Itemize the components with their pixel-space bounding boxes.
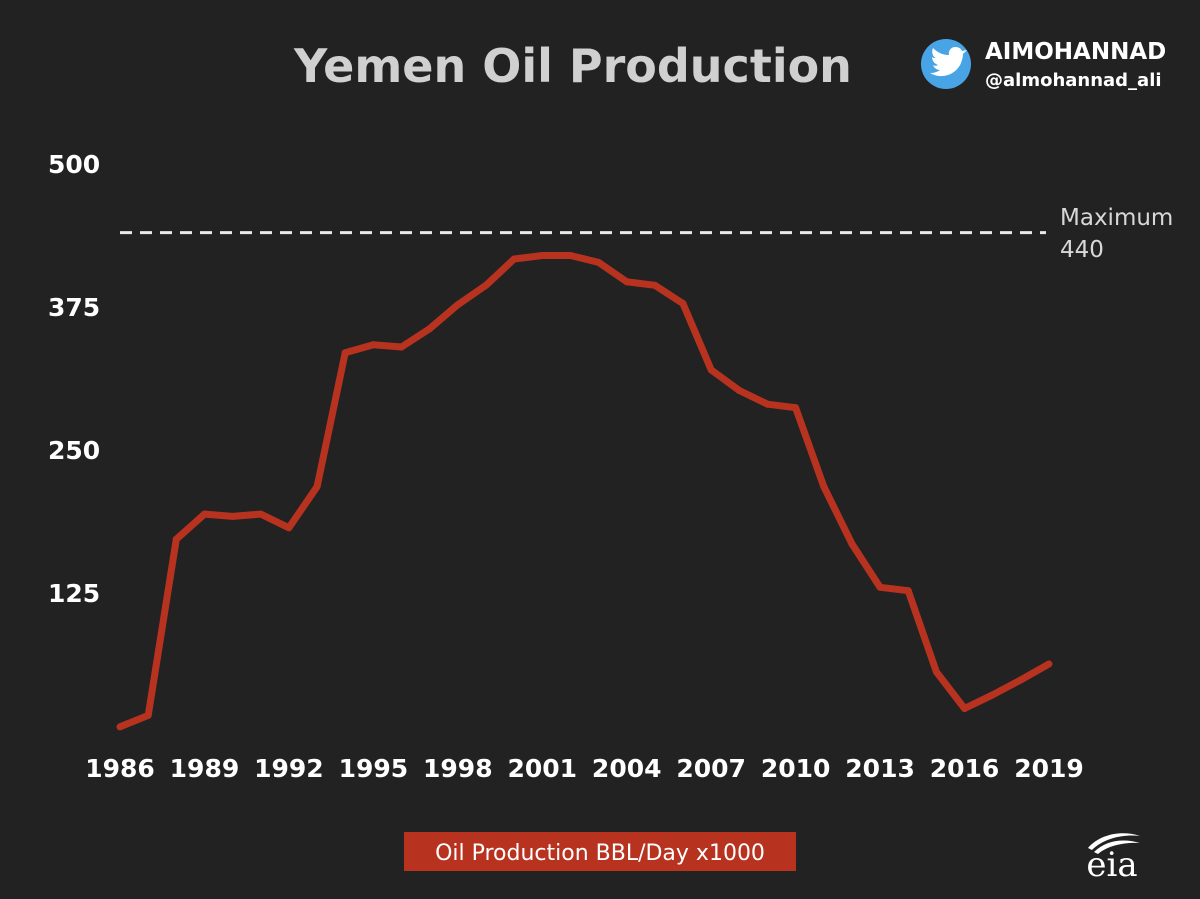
data-point <box>454 301 462 309</box>
data-point <box>398 343 406 351</box>
x-axis-ticks: 1986 1989 1992 1995 1998 2001 2004 2007 2010 2013… <box>85 754 1084 783</box>
data-point <box>679 300 687 308</box>
y-tick-label: 375 <box>48 293 100 322</box>
data-point <box>763 400 771 408</box>
data-point <box>651 281 659 289</box>
y-tick-label: 250 <box>48 436 100 465</box>
y-tick-label: 500 <box>48 150 100 179</box>
x-tick-label: 1989 <box>170 754 240 783</box>
x-tick-label: 1995 <box>339 754 409 783</box>
legend-box <box>404 832 796 871</box>
eia-swoosh-2 <box>1094 840 1140 854</box>
data-point <box>904 587 912 595</box>
brand-handle: @almohannad_ali <box>985 70 1162 91</box>
series-line-oil-production <box>118 252 1051 731</box>
data-point <box>172 535 180 543</box>
data-point <box>848 540 856 548</box>
eia-logo-text: eia <box>1086 845 1137 885</box>
data-point <box>735 387 743 395</box>
x-tick-label: 2019 <box>1014 754 1084 783</box>
data-point <box>820 483 828 491</box>
y-axis-ticks: 125 250 375 500 <box>48 150 100 608</box>
maximum-label: Maximum <box>1060 205 1173 231</box>
y-tick-label: 125 <box>48 579 100 608</box>
data-point <box>1045 660 1053 668</box>
x-tick-label: 1998 <box>423 754 493 783</box>
x-tick-label: 2001 <box>507 754 577 783</box>
data-point <box>1017 676 1025 684</box>
x-tick-label: 2007 <box>676 754 746 783</box>
brand-badge: AIMOHANNAD @almohannad_ali <box>921 39 1166 91</box>
data-point <box>116 723 124 731</box>
brand-name: AIMOHANNAD <box>985 39 1166 65</box>
data-point <box>510 255 518 263</box>
data-point <box>792 404 800 412</box>
x-tick-label: 2013 <box>845 754 915 783</box>
data-point <box>538 252 546 260</box>
x-tick-label: 1986 <box>85 754 155 783</box>
data-point <box>426 325 434 333</box>
x-tick-label: 2016 <box>930 754 1000 783</box>
twitter-bird-shape <box>930 47 967 77</box>
data-point <box>595 258 603 266</box>
data-point <box>482 281 490 289</box>
eia-swoosh-1 <box>1088 833 1140 850</box>
series-points <box>116 252 1053 731</box>
data-point <box>961 705 969 713</box>
data-point <box>566 252 574 260</box>
data-point <box>369 341 377 349</box>
data-point <box>285 524 293 532</box>
data-point <box>989 691 997 699</box>
data-point <box>144 711 152 719</box>
x-tick-label: 1992 <box>254 754 324 783</box>
data-point <box>313 483 321 491</box>
data-point <box>229 512 237 520</box>
data-point <box>707 366 715 374</box>
data-point <box>341 349 349 357</box>
data-point <box>623 278 631 286</box>
chart-title: Yemen Oil Production <box>293 39 852 93</box>
legend-label: Oil Production BBL/Day x1000 <box>435 841 765 866</box>
x-tick-label: 2004 <box>592 754 662 783</box>
x-tick-label: 2010 <box>761 754 831 783</box>
data-point <box>200 510 208 518</box>
data-point <box>932 668 940 676</box>
data-point <box>257 510 265 518</box>
data-point <box>876 583 884 591</box>
eia-logo-icon: eia <box>1086 833 1140 885</box>
legend: Oil Production BBL/Day x1000 <box>404 832 796 871</box>
maximum-value: 440 <box>1060 237 1104 263</box>
